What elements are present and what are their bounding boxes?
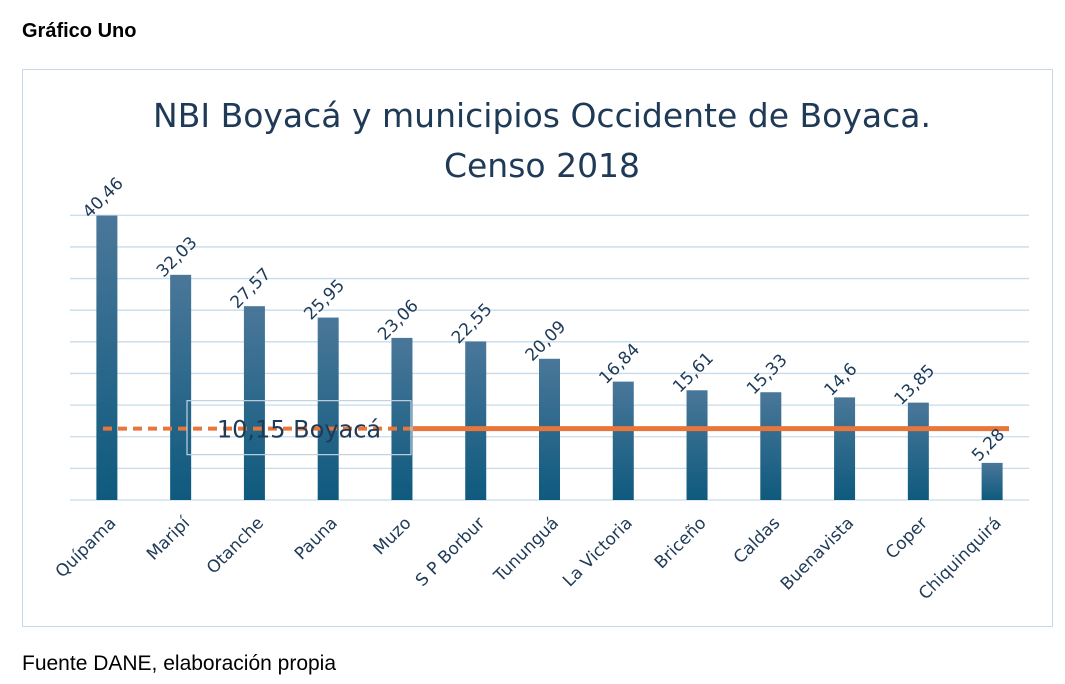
data-label: 22,55 (448, 300, 497, 349)
category-label: Otanche (203, 513, 268, 578)
category-label: Muzo (370, 513, 416, 559)
category-label: Buenavista (777, 513, 858, 594)
category-label: Briceño (651, 513, 711, 573)
data-label: 16,84 (595, 340, 644, 389)
reference-line-group: 10,15 Boyacá (103, 400, 1009, 456)
category-label: Caldas (730, 513, 785, 568)
category-label: Pauna (291, 513, 342, 564)
category-label: Tununguá (490, 513, 563, 586)
labels: 40,46Quípama32,03Maripí27,57Otanche25,95… (52, 174, 1009, 604)
reference-line-label: 10,15 Boyacá (217, 416, 381, 444)
category-label: Coper (882, 513, 932, 563)
source-note: Fuente DANE, elaboración propia (22, 652, 337, 675)
data-label: 13,85 (891, 361, 940, 410)
data-label: 32,03 (153, 233, 202, 282)
bar (612, 381, 634, 500)
chart-frame: NBI Boyacá y municipios Occidente de Boy… (22, 69, 1053, 627)
bar (243, 306, 265, 500)
data-label: 27,57 (227, 264, 276, 313)
bars (96, 215, 1003, 500)
data-label: 25,95 (300, 276, 349, 325)
bar (96, 215, 118, 500)
bar (686, 390, 708, 500)
category-label: Quípama (52, 513, 121, 582)
bar (317, 317, 339, 500)
data-label: 14,6 (821, 359, 862, 400)
chart-title: NBI Boyacá y municipios Occidente de Boy… (153, 96, 931, 135)
bar (170, 274, 192, 500)
bar-chart: NBI Boyacá y municipios Occidente de Boy… (52, 96, 1029, 604)
bar (981, 462, 1003, 500)
category-label: Maripí (143, 512, 195, 564)
data-label: 15,33 (743, 350, 792, 399)
bar (834, 397, 856, 500)
category-label: La Victoria (559, 513, 637, 591)
reference-label-box (186, 400, 412, 456)
bar (465, 341, 487, 500)
data-label: 15,61 (669, 348, 718, 397)
chart-subtitle: Censo 2018 (444, 146, 640, 185)
figure-heading: Gráfico Uno (22, 20, 137, 42)
bar (907, 402, 929, 500)
data-label: 23,06 (374, 296, 423, 345)
category-label: S P Borbur (412, 513, 489, 590)
bar (760, 392, 782, 500)
bar (391, 337, 413, 500)
